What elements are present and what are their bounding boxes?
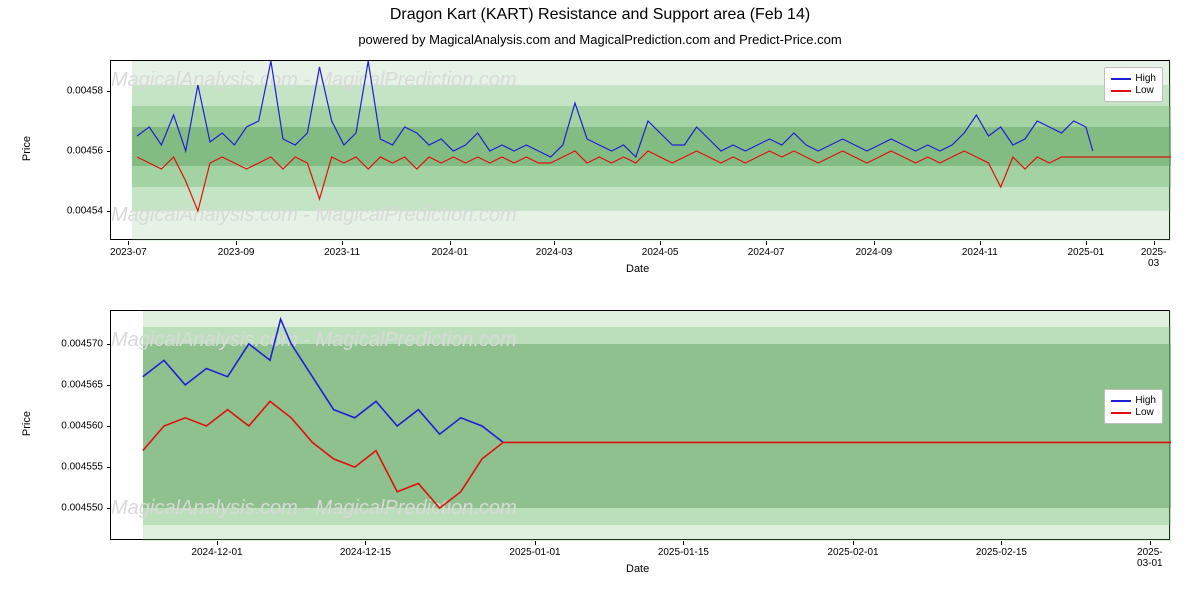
legend: HighLow	[1104, 67, 1163, 102]
xtick-label: 2024-05	[642, 247, 679, 258]
legend-label: Low	[1135, 407, 1153, 418]
xtick-label: 2024-11	[962, 247, 998, 258]
legend: HighLow	[1104, 389, 1163, 424]
xtick-mark	[1150, 541, 1151, 545]
low-series-line	[137, 151, 1171, 211]
xtick-mark	[342, 241, 343, 245]
xtick-mark	[128, 241, 129, 245]
legend-item: High	[1111, 73, 1156, 84]
xtick-mark	[1086, 241, 1087, 245]
chart-svg	[111, 311, 1171, 541]
figure-subtitle: powered by MagicalAnalysis.com and Magic…	[0, 32, 1200, 47]
figure: Dragon Kart (KART) Resistance and Suppor…	[0, 0, 1200, 600]
ytick-mark	[107, 91, 111, 92]
xtick-mark	[874, 241, 875, 245]
xtick-label: 2024-07	[748, 247, 785, 258]
xtick-label: 2025-01-01	[509, 547, 560, 558]
xtick-mark	[853, 541, 854, 545]
legend-item: Low	[1111, 85, 1156, 96]
chart-svg	[111, 61, 1171, 241]
ytick-mark	[107, 344, 111, 345]
ytick-mark	[107, 467, 111, 468]
y-axis-label: Price	[21, 136, 33, 161]
ytick-mark	[107, 508, 111, 509]
figure-suptitle: Dragon Kart (KART) Resistance and Suppor…	[0, 6, 1200, 24]
xtick-label: 2024-12-15	[340, 547, 391, 558]
ytick-mark	[107, 426, 111, 427]
ytick-label: 0.004570	[43, 338, 103, 349]
xtick-mark	[236, 241, 237, 245]
ytick-label: 0.004550	[43, 503, 103, 514]
xtick-mark	[766, 241, 767, 245]
ytick-label: 0.00456	[43, 146, 103, 157]
xtick-mark	[683, 541, 684, 545]
xtick-label: 2025-02-01	[827, 547, 878, 558]
legend-item: Low	[1111, 407, 1156, 418]
ytick-label: 0.00458	[43, 86, 103, 97]
legend-item: High	[1111, 395, 1156, 406]
ytick-label: 0.004565	[43, 379, 103, 390]
xtick-label: 2025-03-01	[1137, 547, 1163, 569]
xtick-mark	[1154, 241, 1155, 245]
high-series-line	[137, 61, 1093, 157]
ytick-mark	[107, 151, 111, 152]
xtick-label: 2025-03	[1141, 247, 1167, 269]
legend-label: High	[1135, 395, 1156, 406]
legend-label: High	[1135, 73, 1156, 84]
y-axis-label: Price	[21, 411, 33, 436]
xtick-mark	[1001, 541, 1002, 545]
xtick-mark	[554, 241, 555, 245]
xtick-label: 2023-07	[110, 247, 147, 258]
chart-panel-top: MagicalAnalysis.com - MagicalPrediction.…	[110, 60, 1170, 240]
legend-label: Low	[1135, 85, 1153, 96]
ytick-mark	[107, 385, 111, 386]
xtick-label: 2025-01-15	[658, 547, 709, 558]
xtick-mark	[660, 241, 661, 245]
chart-panel-bottom: MagicalAnalysis.com - MagicalPrediction.…	[110, 310, 1170, 540]
xtick-label: 2023-09	[218, 247, 255, 258]
legend-color-swatch	[1111, 90, 1131, 92]
xtick-mark	[450, 241, 451, 245]
xtick-label: 2025-02-15	[976, 547, 1027, 558]
legend-color-swatch	[1111, 400, 1131, 402]
xtick-label: 2024-03	[536, 247, 573, 258]
xtick-label: 2024-12-01	[191, 547, 242, 558]
high-series-line	[143, 319, 503, 442]
xtick-label: 2024-09	[855, 247, 892, 258]
low-series-line	[143, 401, 1171, 508]
x-axis-label: Date	[626, 263, 649, 275]
xtick-label: 2024-01	[431, 247, 468, 258]
xtick-mark	[217, 541, 218, 545]
legend-color-swatch	[1111, 412, 1131, 414]
ytick-label: 0.00454	[43, 206, 103, 217]
xtick-label: 2025-01	[1067, 247, 1104, 258]
x-axis-label: Date	[626, 563, 649, 575]
xtick-mark	[535, 541, 536, 545]
ytick-mark	[107, 211, 111, 212]
legend-color-swatch	[1111, 78, 1131, 80]
xtick-mark	[980, 241, 981, 245]
xtick-label: 2023-11	[324, 247, 360, 258]
ytick-label: 0.004555	[43, 462, 103, 473]
xtick-mark	[365, 541, 366, 545]
ytick-label: 0.004560	[43, 421, 103, 432]
